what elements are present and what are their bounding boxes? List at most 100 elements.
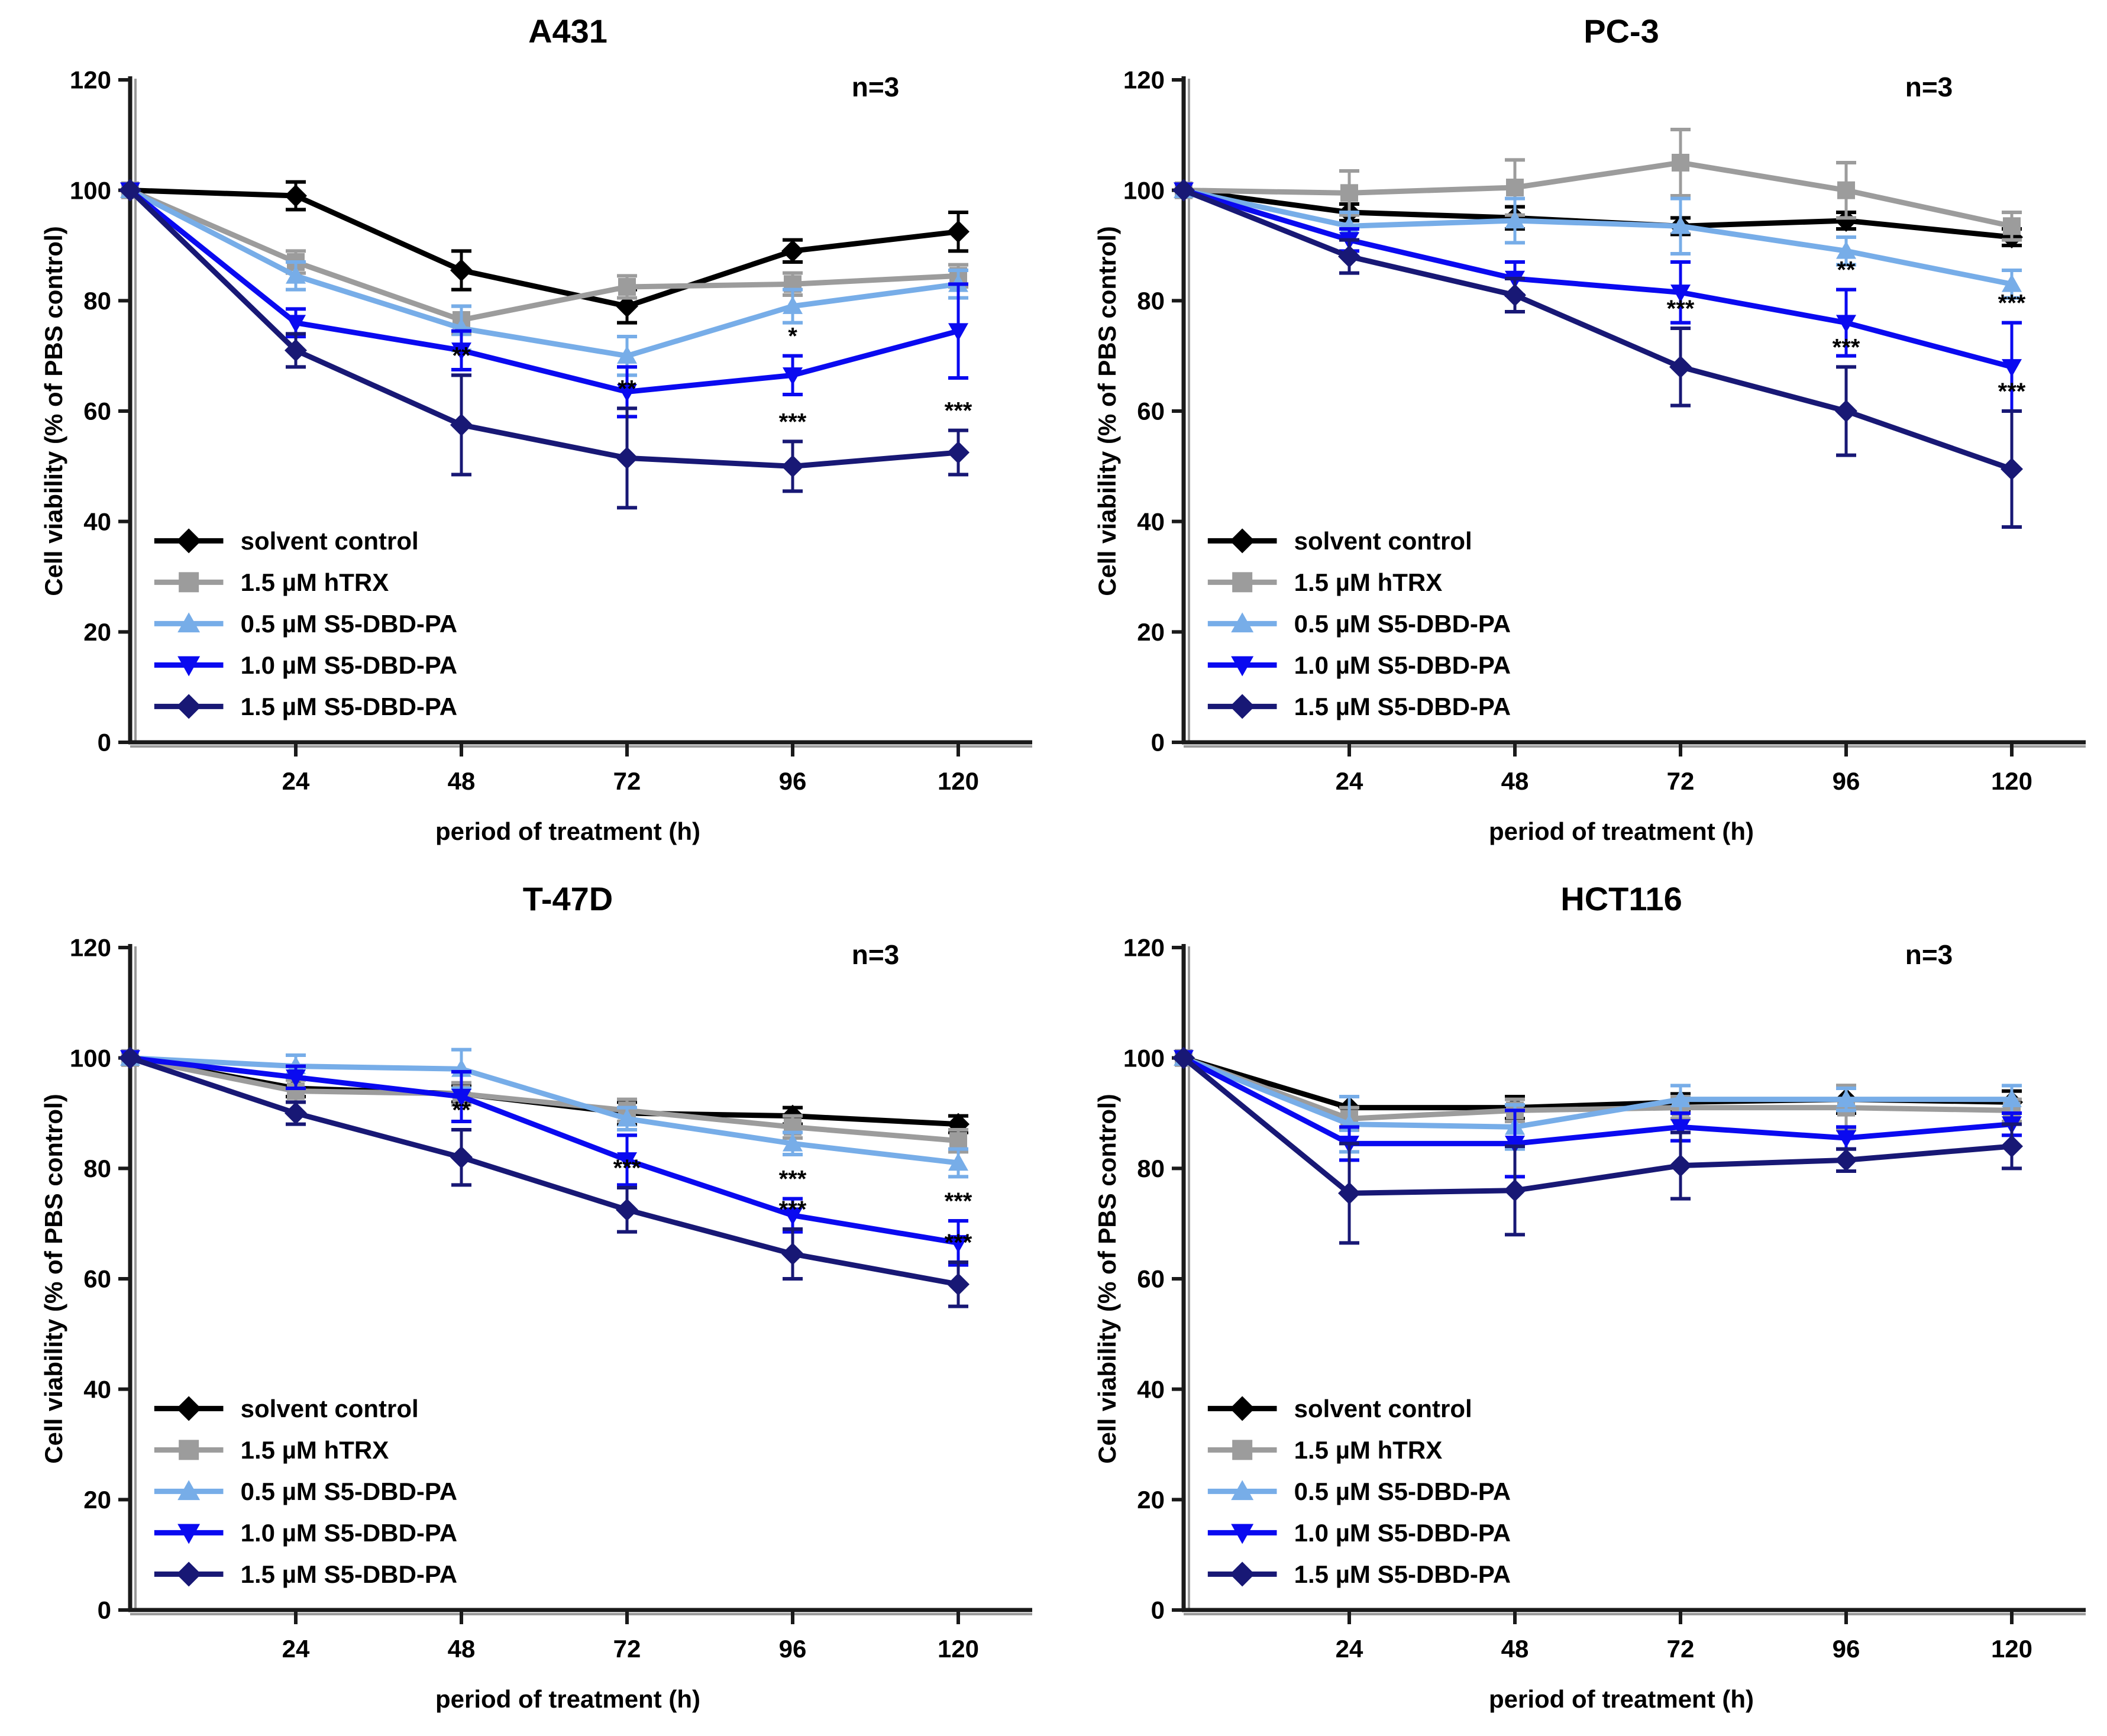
legend-label: 1.5 µM S5-DBD-PA bbox=[1294, 693, 1511, 720]
panel-title: T-47D bbox=[523, 880, 613, 917]
y-tick-label: 120 bbox=[70, 66, 111, 94]
diamond-marker-icon bbox=[176, 1562, 202, 1587]
triangle-up-marker-icon bbox=[286, 266, 306, 284]
legend-item: 1.5 µM S5-DBD-PA bbox=[1207, 693, 1511, 720]
x-axis: 24 48 72 96 120 period of treatment (h) bbox=[1182, 1608, 2086, 1713]
triangle-down-marker-icon bbox=[783, 367, 803, 386]
x-tick-label: 72 bbox=[613, 1635, 641, 1663]
y-tick-label: 20 bbox=[1137, 618, 1165, 646]
triangle-up-marker-icon bbox=[2002, 1089, 2022, 1107]
x-tick-label: 96 bbox=[1833, 767, 1860, 795]
triangle-up-marker-icon bbox=[783, 1133, 803, 1152]
legend-item: solvent control bbox=[154, 1395, 419, 1423]
significance-label: *** bbox=[1833, 334, 1860, 360]
y-axis: 0 20 40 60 80 100 120 bbox=[1123, 934, 1190, 1624]
x-tick-label: 48 bbox=[448, 767, 476, 795]
square-marker-icon bbox=[1506, 179, 1524, 197]
series-1-5-m-s5-dbd-pa bbox=[1172, 179, 2024, 529]
triangle-down-marker-icon bbox=[1836, 1130, 1857, 1149]
x-tick-label: 24 bbox=[282, 1635, 310, 1663]
legend-item: 1.5 µM hTRX bbox=[1207, 1436, 1442, 1464]
triangle-up-marker-icon bbox=[617, 345, 638, 364]
triangle-down-marker-icon bbox=[783, 1207, 803, 1226]
y-tick-label: 120 bbox=[1123, 66, 1165, 94]
diamond-marker-icon bbox=[781, 1243, 804, 1266]
series-1-0-m-s5-dbd-pa bbox=[120, 1050, 969, 1267]
y-tick-label: 100 bbox=[70, 176, 111, 204]
y-tick-label: 0 bbox=[1151, 1596, 1165, 1624]
series-1-5-m-htrx bbox=[121, 181, 969, 336]
x-tick-label: 120 bbox=[938, 1635, 979, 1663]
diamond-marker-icon bbox=[1835, 1149, 1858, 1172]
diamond-marker-icon bbox=[450, 259, 473, 282]
legend-item: solvent control bbox=[1207, 527, 1472, 555]
legend-label: 1.5 µM S5-DBD-PA bbox=[241, 693, 457, 720]
triangle-down-marker-icon bbox=[1670, 285, 1691, 303]
x-tick-label: 120 bbox=[938, 767, 979, 795]
x-tick-label: 120 bbox=[1991, 1635, 2032, 1663]
legend-label: solvent control bbox=[241, 1395, 419, 1423]
x-tick-label: 72 bbox=[613, 767, 641, 795]
legend-item: 0.5 µM S5-DBD-PA bbox=[1207, 1478, 1511, 1505]
replicate-count-label: n=3 bbox=[1905, 72, 1953, 102]
triangle-up-marker-icon bbox=[177, 1480, 201, 1501]
triangle-up-marker-icon bbox=[1505, 211, 1526, 229]
legend-item: 1.0 µM S5-DBD-PA bbox=[154, 1519, 457, 1547]
chart-a431: 0 20 40 60 80 100 120 24 48 72 96 120 period of trea… bbox=[40, 12, 1032, 845]
x-tick-label: 48 bbox=[1501, 767, 1529, 795]
diamond-marker-icon bbox=[1338, 1182, 1361, 1205]
legend-item: solvent control bbox=[154, 527, 419, 555]
triangle-up-marker-icon bbox=[617, 1108, 638, 1127]
legend-item: 1.0 µM S5-DBD-PA bbox=[154, 651, 457, 679]
significance-label: ** bbox=[618, 376, 636, 402]
diamond-marker-icon bbox=[947, 1273, 970, 1296]
replicate-count-label: n=3 bbox=[852, 72, 900, 102]
x-axis-title: period of treatment (h) bbox=[435, 817, 700, 845]
y-axis-title: Cell viability (% of PBS control) bbox=[1093, 1094, 1121, 1463]
y-tick-label: 40 bbox=[1137, 507, 1165, 535]
y-axis: 0 20 40 60 80 100 120 bbox=[70, 934, 137, 1624]
x-axis-title: period of treatment (h) bbox=[1489, 1685, 1754, 1713]
triangle-down-marker-icon bbox=[617, 1152, 638, 1171]
legend-item: solvent control bbox=[1207, 1395, 1472, 1423]
diamond-marker-icon bbox=[1338, 245, 1361, 268]
x-axis-title: period of treatment (h) bbox=[1489, 817, 1754, 845]
triangle-up-marker-icon bbox=[2002, 274, 2022, 292]
significance-annotations: ************** bbox=[1667, 257, 2026, 405]
x-tick-label: 96 bbox=[1833, 1635, 1860, 1663]
significance-label: *** bbox=[1998, 290, 2026, 316]
legend-label: 1.0 µM S5-DBD-PA bbox=[241, 651, 457, 679]
series-1-0-m-s5-dbd-pa bbox=[120, 182, 969, 419]
square-marker-icon bbox=[1232, 572, 1253, 593]
legend-label: solvent control bbox=[1294, 527, 1472, 555]
diamond-marker-icon bbox=[947, 220, 970, 243]
x-tick-label: 24 bbox=[1336, 767, 1363, 795]
legend: solvent control 1.5 µM hTRX 0.5 µM S5-DBD-… bbox=[1207, 527, 1511, 720]
y-tick-label: 20 bbox=[83, 1486, 111, 1514]
y-tick-label: 0 bbox=[1151, 729, 1165, 757]
y-tick-label: 0 bbox=[98, 1596, 111, 1624]
triangle-up-marker-icon bbox=[1836, 1089, 1857, 1107]
significance-label: *** bbox=[945, 1188, 972, 1214]
chart-hct116: 0 20 40 60 80 100 120 24 48 72 96 120 period of trea… bbox=[1093, 880, 2086, 1713]
x-axis-title: period of treatment (h) bbox=[435, 1685, 700, 1713]
diamond-marker-icon bbox=[2001, 1135, 2024, 1158]
triangle-up-marker-icon bbox=[948, 1153, 969, 1171]
triangle-down-marker-icon bbox=[1836, 315, 1857, 333]
triangle-down-marker-icon bbox=[286, 315, 306, 333]
significance-annotations: ******** *** bbox=[452, 324, 972, 435]
chart-t47d: 0 20 40 60 80 100 120 24 48 72 96 120 period of trea… bbox=[40, 880, 1032, 1713]
x-tick-label: 24 bbox=[282, 767, 310, 795]
legend-label: solvent control bbox=[241, 527, 419, 555]
significance-label: *** bbox=[779, 1197, 807, 1223]
diamond-marker-icon bbox=[947, 441, 970, 464]
triangle-up-marker-icon bbox=[177, 612, 201, 633]
triangle-down-marker-icon bbox=[1231, 656, 1254, 677]
legend: solvent control 1.5 µM hTRX 0.5 µM S5-DBD-… bbox=[154, 527, 457, 720]
triangle-down-marker-icon bbox=[451, 1088, 472, 1107]
y-tick-label: 120 bbox=[1123, 934, 1165, 962]
diamond-marker-icon bbox=[1230, 528, 1255, 554]
series-solvent-control bbox=[119, 179, 970, 325]
x-tick-label: 96 bbox=[779, 1635, 807, 1663]
diamond-marker-icon bbox=[176, 694, 202, 719]
